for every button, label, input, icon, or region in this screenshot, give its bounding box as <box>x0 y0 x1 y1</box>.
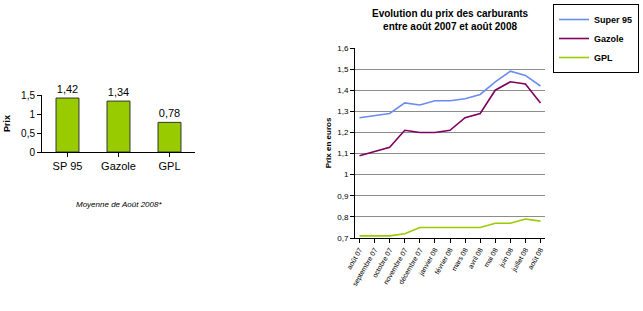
svg-text:0,7: 0,7 <box>337 234 349 243</box>
svg-text:Moyenne de Août 2008*: Moyenne de Août 2008* <box>76 200 162 209</box>
svg-text:novembre 07: novembre 07 <box>382 247 409 286</box>
svg-text:1,4: 1,4 <box>337 86 349 95</box>
svg-text:0,5: 0,5 <box>21 128 35 139</box>
svg-text:Evolution du prix des carburan: Evolution du prix des carburantsentre ao… <box>372 8 529 32</box>
svg-text:Gazole: Gazole <box>101 160 136 172</box>
svg-text:1,34: 1,34 <box>108 86 129 98</box>
svg-text:août 07: août 07 <box>346 247 364 271</box>
svg-text:1: 1 <box>29 109 35 120</box>
svg-text:GPL: GPL <box>158 160 180 172</box>
svg-text:0,9: 0,9 <box>337 192 349 201</box>
svg-text:avril 08: avril 08 <box>467 247 484 270</box>
svg-text:1,5: 1,5 <box>337 65 349 74</box>
svg-text:SP 95: SP 95 <box>53 160 83 172</box>
svg-text:janvier 08: janvier 08 <box>417 247 440 278</box>
svg-text:1: 1 <box>344 170 349 179</box>
svg-text:1,2: 1,2 <box>337 128 349 137</box>
svg-text:1,6: 1,6 <box>337 44 349 53</box>
svg-text:0,78: 0,78 <box>159 107 180 119</box>
svg-text:1,5: 1,5 <box>21 90 35 101</box>
svg-text:octobre 07: octobre 07 <box>371 247 394 279</box>
svg-text:GPL: GPL <box>594 53 613 63</box>
svg-text:Prix: Prix <box>2 115 12 132</box>
svg-text:juin 08: juin 08 <box>497 247 515 270</box>
svg-text:Gazole: Gazole <box>594 34 624 44</box>
svg-text:juillet 08: juillet 08 <box>510 247 530 274</box>
svg-text:mai 08: mai 08 <box>483 247 500 269</box>
svg-text:septembre 07: septembre 07 <box>351 247 379 288</box>
svg-text:Prix en euros: Prix en euros <box>324 117 333 168</box>
svg-text:décembre 07: décembre 07 <box>397 247 424 286</box>
svg-text:1,1: 1,1 <box>337 149 349 158</box>
svg-text:mars 08: mars 08 <box>450 247 469 272</box>
svg-text:1,42: 1,42 <box>57 83 78 95</box>
svg-text:Super 95: Super 95 <box>594 15 632 25</box>
svg-text:0: 0 <box>29 147 35 158</box>
svg-text:0,8: 0,8 <box>337 213 349 222</box>
svg-text:1,3: 1,3 <box>337 107 349 116</box>
svg-text:février 08: février 08 <box>433 247 454 276</box>
svg-text:août 08: août 08 <box>527 247 545 271</box>
